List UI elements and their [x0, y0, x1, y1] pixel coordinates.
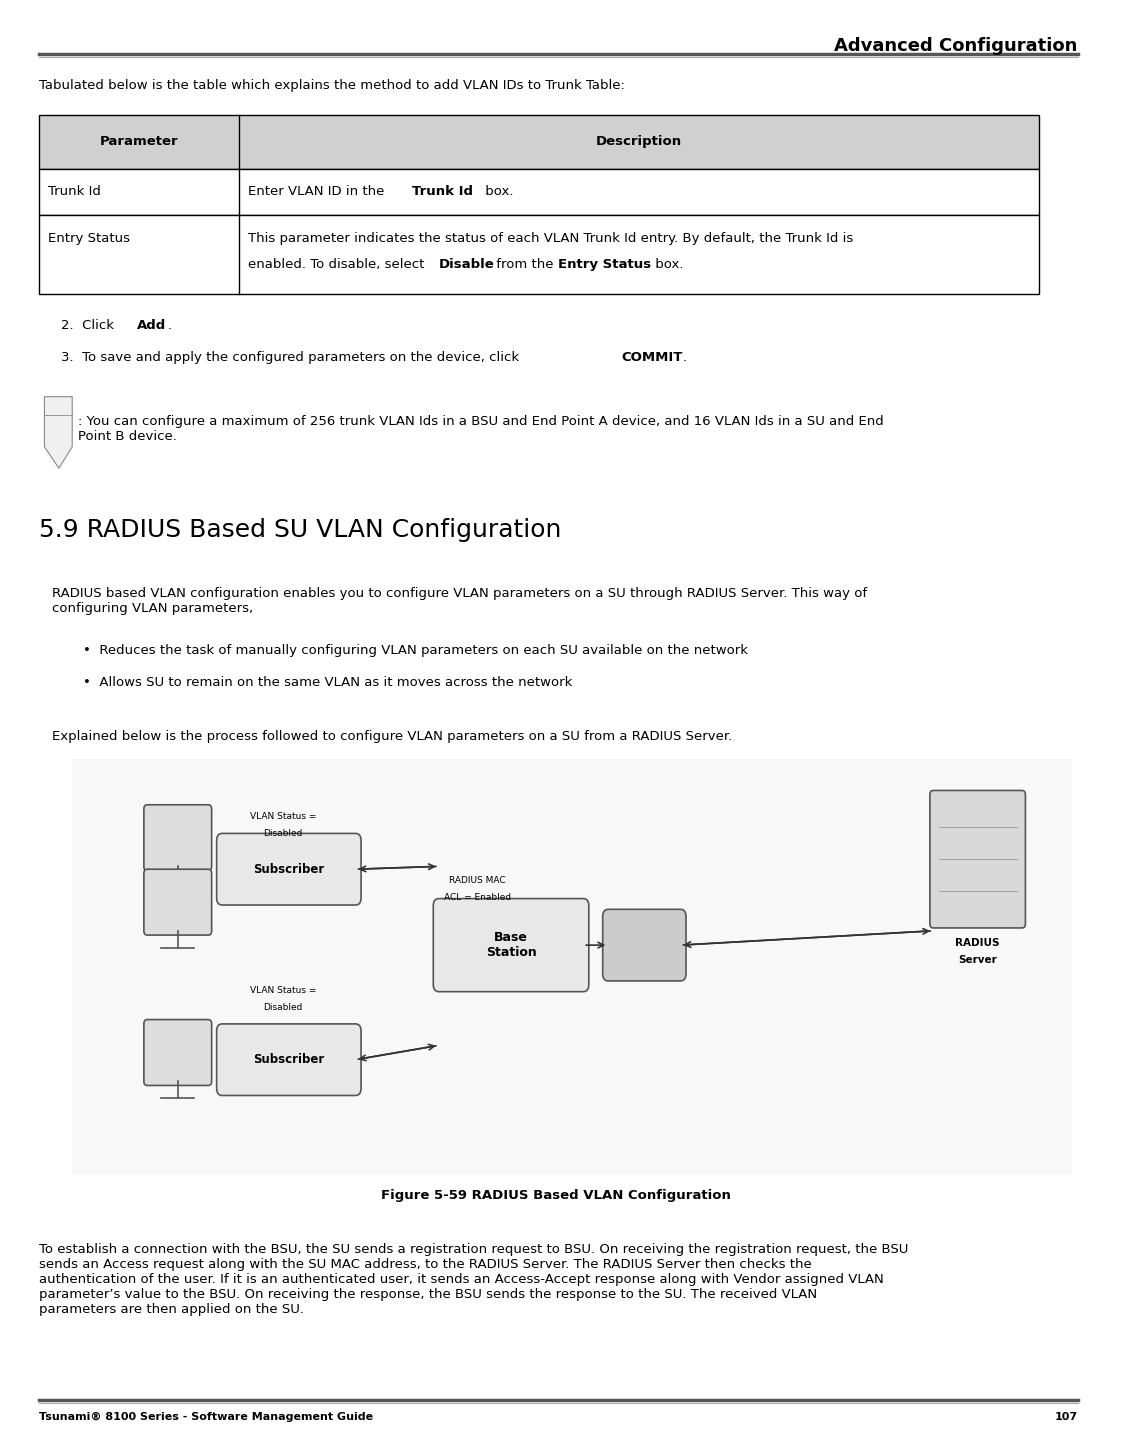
FancyBboxPatch shape	[144, 805, 212, 871]
Text: Parameter: Parameter	[100, 135, 178, 149]
Text: Disabled: Disabled	[264, 1004, 303, 1012]
FancyBboxPatch shape	[73, 759, 1072, 1174]
Text: RADIUS MAC: RADIUS MAC	[450, 876, 506, 885]
Text: 5.9 RADIUS Based SU VLAN Configuration: 5.9 RADIUS Based SU VLAN Configuration	[39, 518, 561, 543]
FancyBboxPatch shape	[216, 833, 361, 905]
Text: box.: box.	[482, 185, 513, 199]
Text: Entry Status: Entry Status	[48, 232, 130, 245]
FancyBboxPatch shape	[39, 169, 1039, 215]
Text: Trunk Id: Trunk Id	[48, 185, 101, 199]
Text: Enter VLAN ID in the: Enter VLAN ID in the	[248, 185, 389, 199]
FancyBboxPatch shape	[603, 909, 685, 981]
Text: .: .	[168, 319, 172, 332]
FancyBboxPatch shape	[39, 115, 1039, 169]
Text: Disable: Disable	[438, 258, 495, 271]
Text: Tabulated below is the table which explains the method to add VLAN IDs to Trunk : Tabulated below is the table which expla…	[39, 79, 624, 92]
Text: •  Reduces the task of manually configuring VLAN parameters on each SU available: • Reduces the task of manually configuri…	[84, 644, 748, 657]
Text: 107: 107	[1055, 1412, 1077, 1422]
FancyBboxPatch shape	[216, 1024, 361, 1095]
Polygon shape	[44, 397, 73, 468]
Text: Entry Status: Entry Status	[557, 258, 650, 271]
Text: from the: from the	[492, 258, 557, 271]
Text: Subscriber: Subscriber	[254, 862, 324, 876]
Text: enabled. To disable, select: enabled. To disable, select	[248, 258, 428, 271]
Text: Figure 5-59 RADIUS Based VLAN Configuration: Figure 5-59 RADIUS Based VLAN Configurat…	[381, 1189, 731, 1201]
Text: Description: Description	[596, 135, 682, 149]
FancyBboxPatch shape	[930, 790, 1025, 928]
Text: ACL = Enabled: ACL = Enabled	[444, 894, 511, 902]
Text: VLAN Status =: VLAN Status =	[250, 987, 316, 995]
Text: 3.  To save and apply the configured parameters on the device, click: 3. To save and apply the configured para…	[61, 351, 523, 364]
Text: Tsunami® 8100 Series - Software Management Guide: Tsunami® 8100 Series - Software Manageme…	[39, 1412, 373, 1422]
FancyBboxPatch shape	[144, 1020, 212, 1085]
FancyBboxPatch shape	[433, 899, 589, 992]
Text: .: .	[682, 351, 687, 364]
FancyBboxPatch shape	[144, 869, 212, 935]
Text: COMMIT: COMMIT	[621, 351, 682, 364]
Text: Base
Station: Base Station	[486, 931, 536, 959]
Text: Advanced Configuration: Advanced Configuration	[834, 37, 1077, 56]
Text: Explained below is the process followed to configure VLAN parameters on a SU fro: Explained below is the process followed …	[52, 730, 732, 743]
Text: Server: Server	[959, 955, 997, 965]
Text: RADIUS: RADIUS	[955, 938, 1000, 948]
Text: To establish a connection with the BSU, the SU sends a registration request to B: To establish a connection with the BSU, …	[39, 1243, 909, 1316]
FancyBboxPatch shape	[39, 215, 1039, 294]
Text: •  Allows SU to remain on the same VLAN as it moves across the network: • Allows SU to remain on the same VLAN a…	[84, 676, 572, 689]
Text: box.: box.	[651, 258, 683, 271]
Text: Add: Add	[137, 319, 165, 332]
Text: Trunk Id: Trunk Id	[412, 185, 474, 199]
Text: Subscriber: Subscriber	[254, 1053, 324, 1067]
Text: Disabled: Disabled	[264, 829, 303, 838]
Text: This parameter indicates the status of each VLAN Trunk Id entry. By default, the: This parameter indicates the status of e…	[248, 232, 853, 245]
Text: RADIUS based VLAN configuration enables you to configure VLAN parameters on a SU: RADIUS based VLAN configuration enables …	[52, 587, 868, 616]
Text: : You can configure a maximum of 256 trunk VLAN Ids in a BSU and End Point A dev: : You can configure a maximum of 256 tru…	[78, 415, 884, 444]
Text: 2.  Click: 2. Click	[61, 319, 118, 332]
Text: VLAN Status =: VLAN Status =	[250, 812, 316, 821]
